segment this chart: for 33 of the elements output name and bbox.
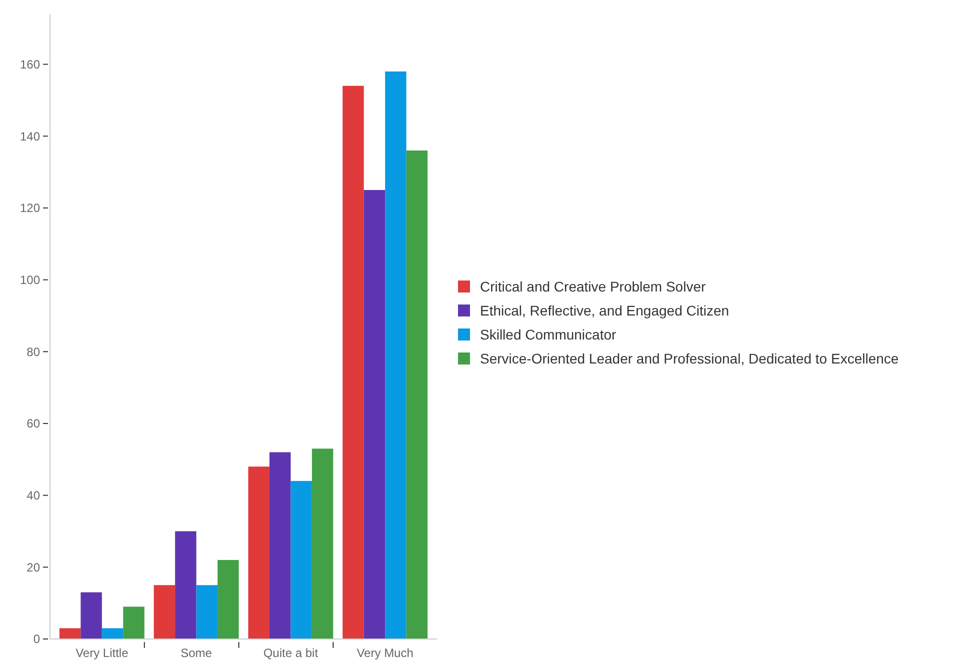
bar xyxy=(196,585,218,639)
bar xyxy=(290,480,312,639)
y-tick-label: 120 xyxy=(20,201,40,216)
y-tick-label: 60 xyxy=(26,416,40,431)
bar xyxy=(385,71,406,639)
bar xyxy=(154,585,176,639)
y-tick-label: 100 xyxy=(20,273,40,288)
legend-label: Critical and Creative Problem Solver xyxy=(480,278,706,294)
bar xyxy=(269,452,291,639)
y-tick-label: 80 xyxy=(26,344,40,359)
bar xyxy=(406,150,428,639)
bar xyxy=(342,86,364,639)
y-tick-label: 160 xyxy=(20,57,40,72)
bar xyxy=(364,190,386,639)
bar xyxy=(248,466,270,639)
y-tick-label: 0 xyxy=(33,632,40,646)
legend-label: Skilled Communicator xyxy=(480,326,616,342)
bar xyxy=(80,592,102,639)
bar xyxy=(218,560,239,639)
x-tick-label: Some xyxy=(180,646,212,660)
legend-label: Ethical, Reflective, and Engaged Citizen xyxy=(480,302,730,318)
bar xyxy=(175,531,196,639)
bar xyxy=(59,628,81,639)
y-tick-label: 20 xyxy=(26,560,40,574)
bar xyxy=(123,606,144,639)
x-tick-label: Very Little xyxy=(76,646,129,660)
bar xyxy=(312,448,334,639)
y-tick-label: 40 xyxy=(26,488,40,503)
x-tick-label: Very Much xyxy=(356,646,414,660)
x-tick-label: Quite a bit xyxy=(263,646,319,660)
legend-label: Service-Oriented Leader and Professional, Dedicated to Excellence xyxy=(480,350,899,366)
y-tick-label: 140 xyxy=(20,129,40,144)
bar xyxy=(102,628,124,639)
